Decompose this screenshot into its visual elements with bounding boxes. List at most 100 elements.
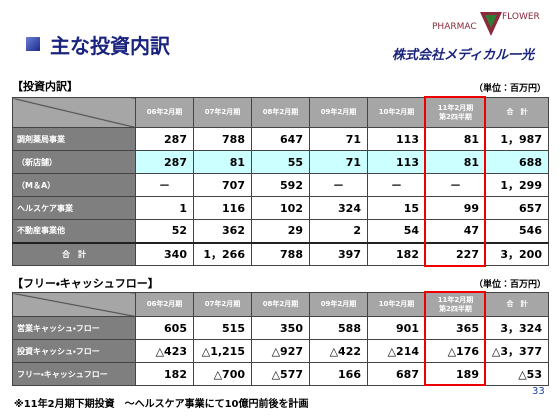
column-header: 08年2月期 — [251, 97, 310, 128]
cell: 397 — [309, 242, 368, 266]
cell: 166 — [309, 362, 368, 386]
cell: 788 — [193, 127, 252, 151]
cell: 227 — [425, 242, 486, 266]
cell: 657 — [485, 196, 549, 220]
company: 株式会社メディカル一光 — [392, 48, 535, 63]
cell: △214 — [367, 339, 426, 363]
table-row: （新店舗） 287 81 55 71 113 81 688 — [12, 150, 549, 174]
table-row: 投資キャッシュ・フロー △423 △1,215 △927 △422 △214 △176 △3，… — [12, 339, 549, 363]
header-row: 06年2月期 07年2月期 08年2月期 09年2月期 10年2月期 11年2月期 第2四… — [12, 97, 549, 128]
cell: 350 — [251, 316, 310, 340]
cell: 102 — [251, 196, 310, 220]
cell: 340 — [135, 242, 194, 266]
bullet — [26, 37, 40, 51]
cell: 99 — [425, 196, 486, 220]
cell: 113 — [367, 127, 426, 151]
header-row: 06年2月期 07年2月期 08年2月期 09年2月期 10年2月期 11年2月期 第2四… — [12, 292, 549, 317]
row-label: 合 計 — [12, 242, 136, 266]
cell: 788 — [251, 242, 310, 266]
column-header: 06年2月期 — [135, 97, 194, 128]
cell: － — [425, 173, 486, 197]
cell: △700 — [193, 362, 252, 386]
section-label: 【フリー・キャッシュフロー】 — [12, 277, 159, 290]
cell: 546 — [485, 219, 549, 243]
cell: 707 — [193, 173, 252, 197]
corner-cell — [12, 292, 136, 317]
cell: 3，200 — [485, 242, 549, 266]
row-label: フリー・キャッシュフロー — [12, 362, 136, 386]
cell: 287 — [135, 127, 194, 151]
cell: 81 — [193, 150, 252, 174]
cell: 55 — [251, 150, 310, 174]
cell: － — [367, 173, 426, 197]
cell: 647 — [251, 127, 310, 151]
cell: 605 — [135, 316, 194, 340]
table-row: 調剤薬局事業 287 788 647 71 113 81 1，987 — [12, 127, 549, 151]
cell: 1，299 — [485, 173, 549, 197]
column-header: 07年2月期 — [193, 97, 252, 128]
cell: 687 — [367, 362, 426, 386]
logo-text: FLOWER — [502, 12, 540, 22]
footnote: ※11年2月期下期投資 ～ヘルスケア事業にて10億円前後を計画 — [14, 399, 309, 410]
column-header: 09年2月期 — [309, 292, 368, 317]
cell: 588 — [309, 316, 368, 340]
cell: 81 — [425, 150, 486, 174]
cell: 2 — [309, 219, 368, 243]
cell: 52 — [135, 219, 194, 243]
cell: △53 — [485, 362, 549, 386]
cell: 324 — [309, 196, 368, 220]
column-header: 07年2月期 — [193, 292, 252, 317]
row-label: 投資キャッシュ・フロー — [12, 339, 136, 363]
cell: △3，377 — [485, 339, 549, 363]
row-label: 営業キャッシュ・フロー — [12, 316, 136, 340]
cell: 15 — [367, 196, 426, 220]
row-label: （新店舗） — [12, 150, 136, 174]
cell: 592 — [251, 173, 310, 197]
table-row: 合 計 340 1，266 788 397 182 227 3，200 — [12, 242, 549, 266]
row-label: 調剤薬局事業 — [12, 127, 136, 151]
cell: 688 — [485, 150, 549, 174]
table-row: （M＆A）－ 707 592 －－－ 1，299 — [12, 173, 549, 197]
row-label: （M＆A） — [12, 173, 136, 197]
column-header: 11年2月期 第2四半期 — [425, 292, 486, 317]
highlight-box — [424, 96, 486, 267]
cell: 116 — [193, 196, 252, 220]
cell: 1 — [135, 196, 194, 220]
logo-mark — [480, 12, 502, 36]
cell: △423 — [135, 339, 194, 363]
column-header: 10年2月期 — [367, 97, 426, 128]
cell: △927 — [251, 339, 310, 363]
cell: 515 — [193, 316, 252, 340]
unit: （単位：百万円） — [473, 84, 546, 94]
title: 主な投資内訳 — [50, 34, 170, 58]
table-row: フリー・キャッシュフロー 182 △700 △577 166 687 189 △53 — [12, 362, 549, 386]
cell: － — [309, 173, 368, 197]
corner-cell — [12, 97, 136, 128]
section-label: 【投資内訳】 — [12, 80, 78, 93]
cashflow-table: 06年2月期 07年2月期 08年2月期 09年2月期 10年2月期 11年2月期 第2四… — [12, 292, 549, 386]
cell: 362 — [193, 219, 252, 243]
cell: 901 — [367, 316, 426, 340]
cell: 71 — [309, 127, 368, 151]
cell: 47 — [425, 219, 486, 243]
cell: 3，324 — [485, 316, 549, 340]
column-header: 08年2月期 — [251, 292, 310, 317]
column-header: 11年2月期 第2四半期 — [425, 97, 486, 128]
row-label: 不動産事業他 — [12, 219, 136, 243]
investment-table: 06年2月期 07年2月期 08年2月期 09年2月期 10年2月期 11年2月期 第2四… — [12, 97, 549, 266]
cell: 1，266 — [193, 242, 252, 266]
unit: （単位：百万円） — [473, 280, 546, 290]
cell: 1，987 — [485, 127, 549, 151]
column-header: 06年2月期 — [135, 292, 194, 317]
column-header: 合 計 — [485, 97, 549, 128]
highlight-box — [424, 291, 486, 386]
logo-text: PHARMAC — [432, 22, 477, 32]
cell: 182 — [135, 362, 194, 386]
cell: 182 — [367, 242, 426, 266]
page-number: 33 — [532, 386, 545, 397]
row-label: ヘルスケア事業 — [12, 196, 136, 220]
cell: △422 — [309, 339, 368, 363]
column-header: 09年2月期 — [309, 97, 368, 128]
cell: 29 — [251, 219, 310, 243]
column-header: 合 計 — [485, 292, 549, 317]
